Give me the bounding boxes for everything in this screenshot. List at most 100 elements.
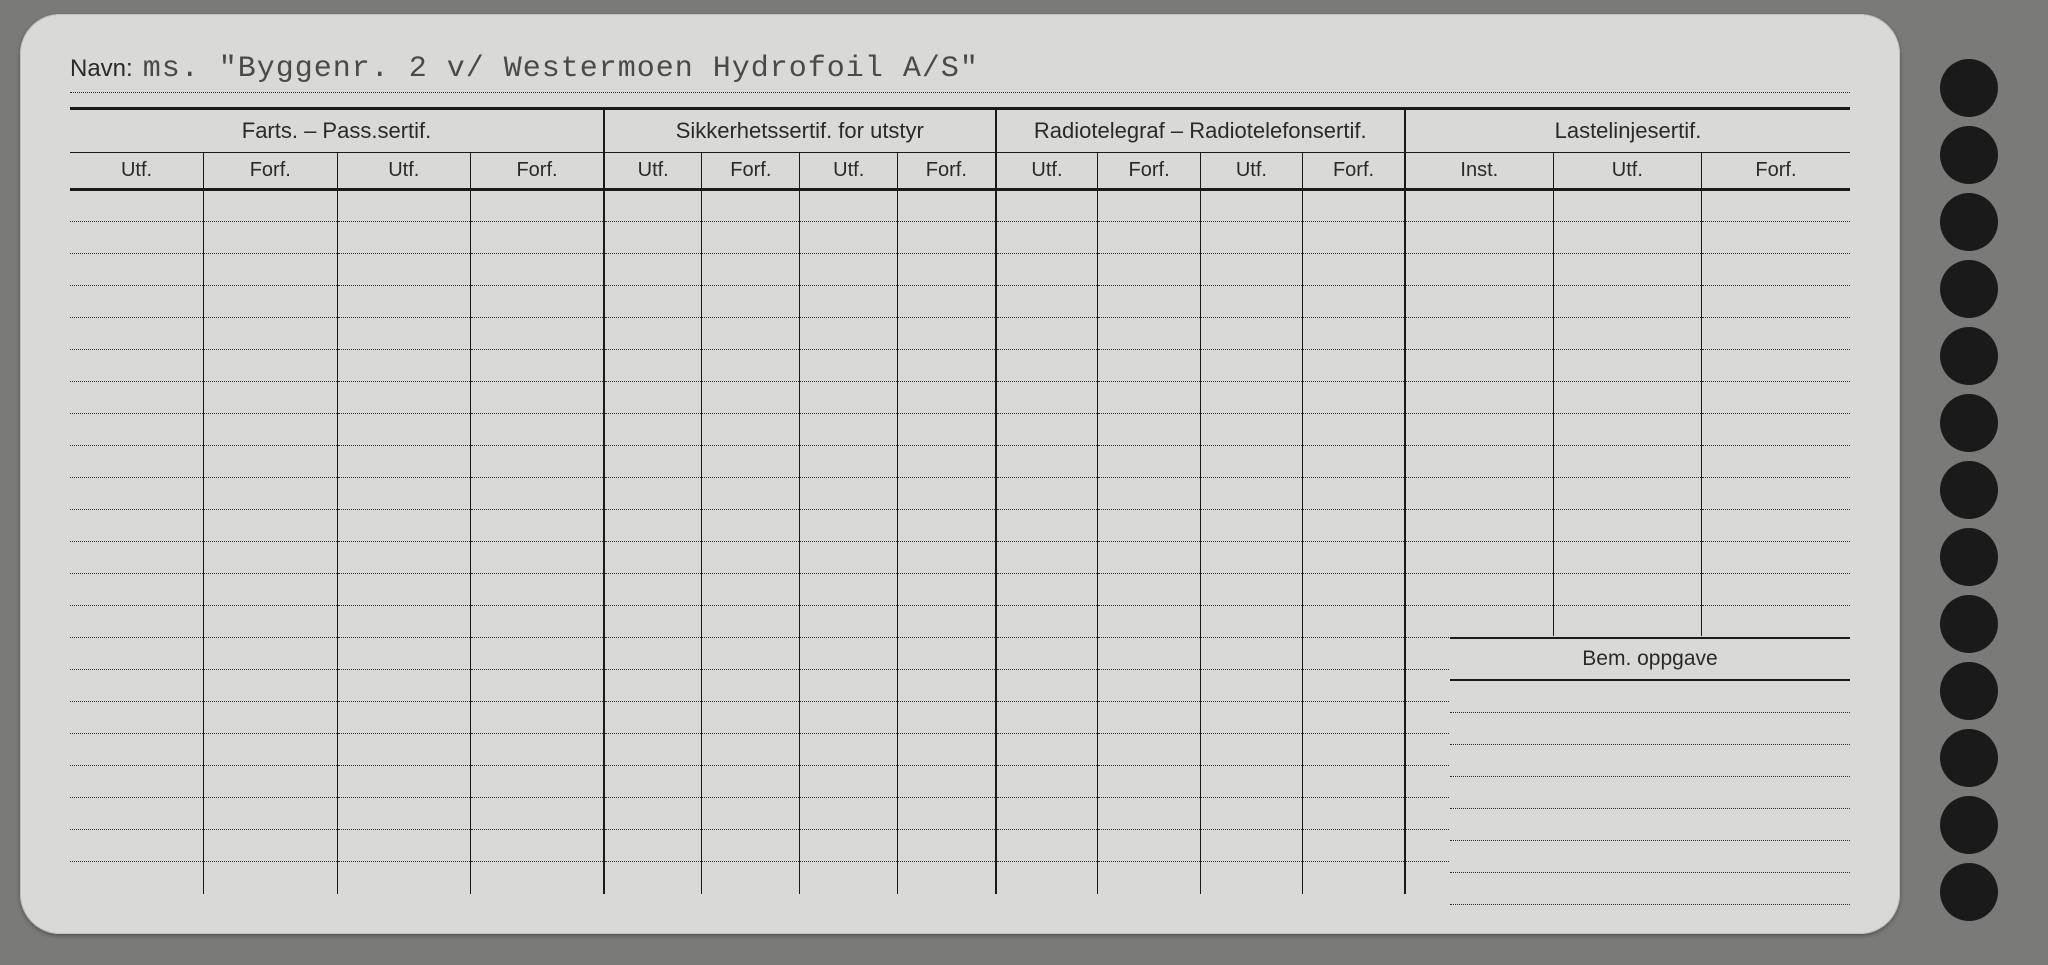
table-row: [70, 190, 1850, 222]
table-cell: [70, 798, 204, 830]
bem-row: [1450, 873, 1850, 905]
table-cell: [800, 382, 898, 414]
table-cell: [898, 190, 996, 222]
col-header: Forf.: [471, 153, 605, 190]
table-cell: [1098, 606, 1200, 638]
table-cell: [70, 510, 204, 542]
table-cell: [337, 254, 471, 286]
table-cell: [604, 766, 702, 798]
table-cell: [1553, 382, 1701, 414]
punch-hole: [1940, 260, 1998, 318]
table-row: [70, 382, 1850, 414]
table-cell: [1701, 190, 1850, 222]
col-header: Forf.: [898, 153, 996, 190]
punch-hole: [1940, 193, 1998, 251]
table-cell: [1303, 350, 1405, 382]
table-cell: [800, 190, 898, 222]
table-cell: [1200, 446, 1302, 478]
table-cell: [337, 638, 471, 670]
table-cell: [996, 510, 1098, 542]
table-cell: [1303, 510, 1405, 542]
table-cell: [471, 414, 605, 446]
punch-hole: [1940, 126, 1998, 184]
table-cell: [1303, 702, 1405, 734]
table-cell: [800, 734, 898, 766]
table-cell: [702, 798, 800, 830]
table-cell: [702, 414, 800, 446]
table-cell: [70, 286, 204, 318]
table-cell: [898, 830, 996, 862]
table-cell: [70, 702, 204, 734]
table-cell: [1098, 318, 1200, 350]
table-cell: [70, 382, 204, 414]
table-cell: [604, 350, 702, 382]
table-cell: [1200, 510, 1302, 542]
table-cell: [204, 734, 338, 766]
table-cell: [1701, 254, 1850, 286]
table-cell: [996, 350, 1098, 382]
table-cell: [604, 510, 702, 542]
table-cell: [1303, 542, 1405, 574]
table-cell: [604, 190, 702, 222]
table-cell: [471, 254, 605, 286]
table-cell: [337, 382, 471, 414]
table-cell: [604, 798, 702, 830]
col-header: Utf.: [70, 153, 204, 190]
table-row: [70, 606, 1850, 638]
table-cell: [800, 254, 898, 286]
table-row: [70, 542, 1850, 574]
table-cell: [1098, 766, 1200, 798]
table-cell: [337, 478, 471, 510]
table-cell: [800, 574, 898, 606]
group-header-farts: Farts. – Pass.sertif.: [70, 109, 604, 153]
table-cell: [1553, 510, 1701, 542]
table-cell: [702, 446, 800, 478]
table-cell: [471, 478, 605, 510]
table-cell: [1701, 446, 1850, 478]
table-cell: [1098, 798, 1200, 830]
table-cell: [898, 638, 996, 670]
table-cell: [1701, 318, 1850, 350]
table-cell: [70, 414, 204, 446]
table-cell: [1098, 510, 1200, 542]
table-cell: [1303, 798, 1405, 830]
table-cell: [204, 542, 338, 574]
table-cell: [471, 862, 605, 894]
table-cell: [1303, 190, 1405, 222]
table-cell: [1098, 574, 1200, 606]
table-cell: [1098, 254, 1200, 286]
table-cell: [996, 638, 1098, 670]
table-cell: [702, 478, 800, 510]
table-cell: [996, 798, 1098, 830]
table-cell: [204, 350, 338, 382]
table-cell: [1200, 190, 1302, 222]
table-cell: [70, 478, 204, 510]
table-cell: [1553, 318, 1701, 350]
table-cell: [996, 254, 1098, 286]
table-cell: [1200, 606, 1302, 638]
col-header: Utf.: [996, 153, 1098, 190]
table-cell: [996, 670, 1098, 702]
table-cell: [1405, 542, 1553, 574]
table-cell: [337, 702, 471, 734]
table-cell: [1701, 350, 1850, 382]
table-cell: [898, 382, 996, 414]
table-cell: [800, 606, 898, 638]
table-cell: [1405, 414, 1553, 446]
table-cell: [996, 222, 1098, 254]
table-cell: [800, 222, 898, 254]
table-cell: [604, 702, 702, 734]
table-cell: [204, 638, 338, 670]
table-cell: [898, 222, 996, 254]
table-cell: [702, 254, 800, 286]
table-cell: [898, 606, 996, 638]
table-cell: [1200, 734, 1302, 766]
table-cell: [337, 798, 471, 830]
table-row: [70, 318, 1850, 350]
col-header: Forf.: [204, 153, 338, 190]
table-cell: [471, 190, 605, 222]
table-cell: [471, 222, 605, 254]
table-cell: [1098, 478, 1200, 510]
table-cell: [604, 574, 702, 606]
table-cell: [337, 446, 471, 478]
